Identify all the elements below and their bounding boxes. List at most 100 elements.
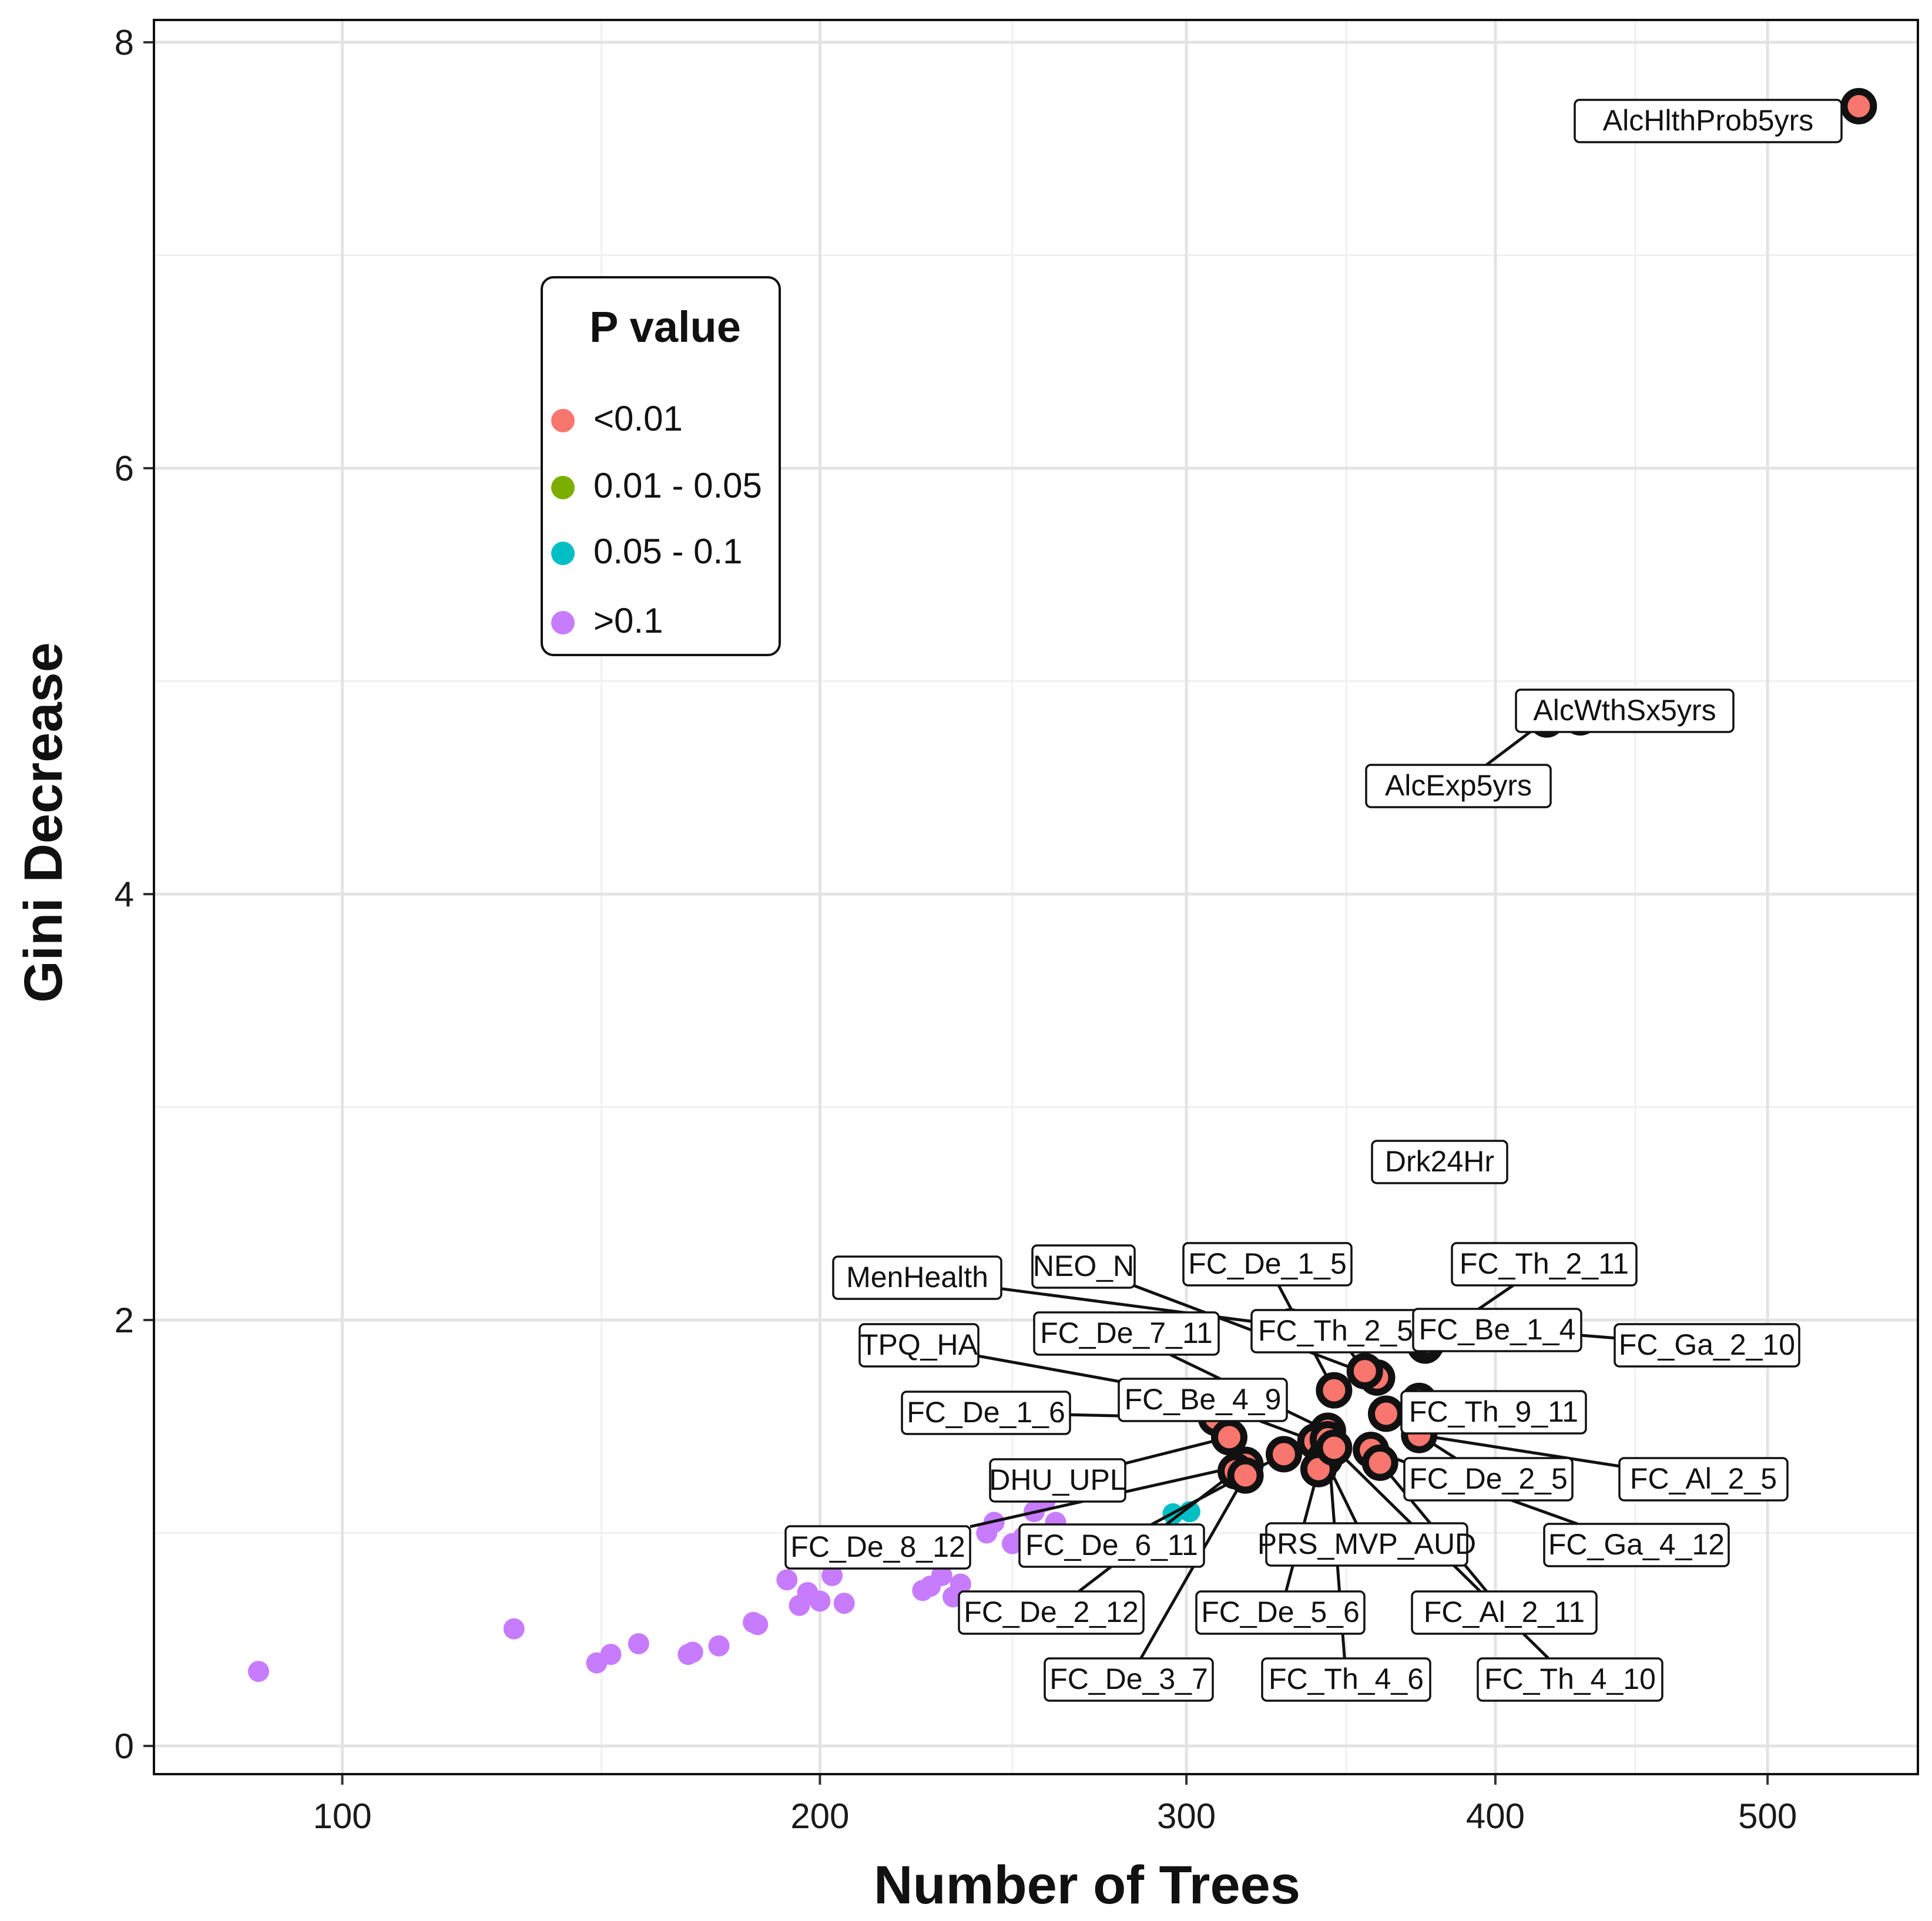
point-labels: AlcHlthProb5yrs AlcWthSx5yrs AlcExp5yrs Drk… [784, 99, 1843, 1702]
data-point [1361, 1444, 1398, 1481]
data-point [1316, 1372, 1353, 1409]
legend-label: <0.01 [593, 399, 683, 438]
data-point [950, 1573, 971, 1595]
data-point [503, 1618, 525, 1640]
point-label: MenHealth [846, 1261, 988, 1294]
data-point [1316, 1429, 1353, 1466]
point-label: FC_De_6_11 [1025, 1529, 1198, 1561]
data-point [747, 1614, 769, 1635]
data-point [600, 1644, 622, 1665]
data-point [1367, 1395, 1404, 1432]
point-label: FC_Th_2_5 [1258, 1314, 1413, 1347]
point-label: TPQ_HA [860, 1328, 978, 1361]
point-label-box [1044, 1657, 1214, 1702]
x-tick-label: 200 [790, 1796, 849, 1836]
point-label: FC_Be_4_9 [1125, 1383, 1282, 1416]
data-point [1227, 1457, 1264, 1494]
point-label: PRS_MVP_AUD [1257, 1527, 1476, 1560]
point-label: FC_De_3_7 [1049, 1663, 1208, 1695]
point-label: FC_Th_2_11 [1460, 1247, 1629, 1280]
y-tick-label: 0 [115, 1727, 134, 1766]
y-tick-label: 4 [115, 875, 134, 914]
point-label: FC_Al_2_5 [1630, 1462, 1777, 1495]
point-label-box [1031, 1244, 1136, 1289]
unlabeled-points [247, 1405, 1200, 1682]
data-point [682, 1641, 703, 1663]
point-label: FC_De_7_11 [1040, 1317, 1213, 1349]
legend-swatch [551, 409, 575, 432]
data-point [1346, 1353, 1383, 1389]
x-tick-label: 300 [1157, 1796, 1216, 1836]
data-point [833, 1593, 855, 1614]
point-label: FC_Be_1_4 [1419, 1313, 1576, 1346]
data-point [628, 1633, 649, 1654]
legend-entry: 0.01 - 0.05 [551, 466, 762, 505]
y-tick-label: 6 [115, 449, 134, 488]
data-point [247, 1661, 269, 1682]
point-label-box [1515, 689, 1735, 733]
point-label-box [1574, 99, 1843, 143]
point-label-box [1400, 1390, 1587, 1435]
point-label-box [1033, 1311, 1220, 1356]
label-connector [1418, 1433, 1620, 1468]
legend-swatch [551, 611, 575, 634]
point-label: FC_Al_2_11 [1424, 1596, 1585, 1628]
point-label: AlcExp5yrs [1385, 769, 1532, 802]
y-axis-ticks: 0 2 4 6 8 [115, 23, 154, 1766]
point-label-box [1195, 1590, 1366, 1635]
point-label-box [1261, 1657, 1431, 1702]
point-label-box [784, 1525, 971, 1570]
legend-box [541, 276, 781, 656]
point-label: FC_De_1_5 [1188, 1247, 1347, 1280]
point-label-box [1411, 1590, 1598, 1635]
legend-label: 0.05 - 0.1 [593, 532, 743, 571]
point-label-box [1365, 764, 1552, 808]
y-tick-label: 2 [115, 1301, 134, 1340]
label-connector [1001, 1287, 1291, 1328]
x-tick-label: 100 [313, 1796, 371, 1836]
point-label-box [1477, 1657, 1663, 1702]
y-axis-title: Gini Decrease [14, 642, 73, 1003]
data-point [931, 1565, 952, 1586]
point-label-box [989, 1458, 1126, 1503]
point-label: FC_Th_4_10 [1484, 1663, 1656, 1695]
point-label: FC_De_1_6 [907, 1396, 1065, 1429]
point-label: AlcHlthProb5yrs [1603, 104, 1813, 137]
legend-title: P value [589, 303, 741, 351]
x-tick-label: 400 [1466, 1796, 1525, 1836]
minor-gridlines [154, 20, 1918, 1774]
point-label-box [1543, 1523, 1730, 1567]
point-label: Drk24Hr [1385, 1145, 1494, 1178]
point-label: FC_Ga_4_12 [1548, 1528, 1725, 1561]
data-point [1840, 88, 1877, 125]
legend: P value <0.01 0.01 - 0.05 0.05 - 0.1 >0.… [541, 276, 781, 656]
plot-border [153, 19, 1919, 1775]
point-label-box [832, 1255, 1002, 1300]
point-label: FC_Ga_2_10 [1619, 1328, 1795, 1361]
point-label-box [1618, 1457, 1789, 1502]
point-label-box [1412, 1308, 1582, 1352]
data-point [1265, 1436, 1302, 1473]
legend-entry: 0.05 - 0.1 [551, 532, 743, 571]
legend-entry: >0.1 [551, 601, 663, 640]
point-label-box [1182, 1242, 1353, 1287]
data-point [776, 1569, 798, 1591]
point-label-box [1451, 1242, 1638, 1287]
point-label: FC_Th_9_11 [1409, 1395, 1578, 1428]
point-label: FC_De_2_5 [1409, 1462, 1568, 1495]
data-point [809, 1590, 831, 1612]
point-label-box [958, 1590, 1145, 1635]
point-label: DHU_UPL [989, 1463, 1126, 1496]
x-axis-title: Number of Trees [874, 1855, 1300, 1915]
legend-label: 0.01 - 0.05 [593, 466, 762, 505]
legend-swatch [551, 542, 575, 565]
point-label: FC_De_8_12 [790, 1530, 965, 1563]
point-label: NEO_N [1033, 1250, 1134, 1282]
data-point [1210, 1419, 1247, 1456]
y-tick-label: 8 [115, 23, 134, 62]
x-axis-ticks: 100 200 300 400 500 [313, 1774, 1797, 1836]
legend-swatch [551, 476, 575, 499]
point-label-box [1118, 1378, 1288, 1422]
point-label-box [1371, 1140, 1508, 1184]
